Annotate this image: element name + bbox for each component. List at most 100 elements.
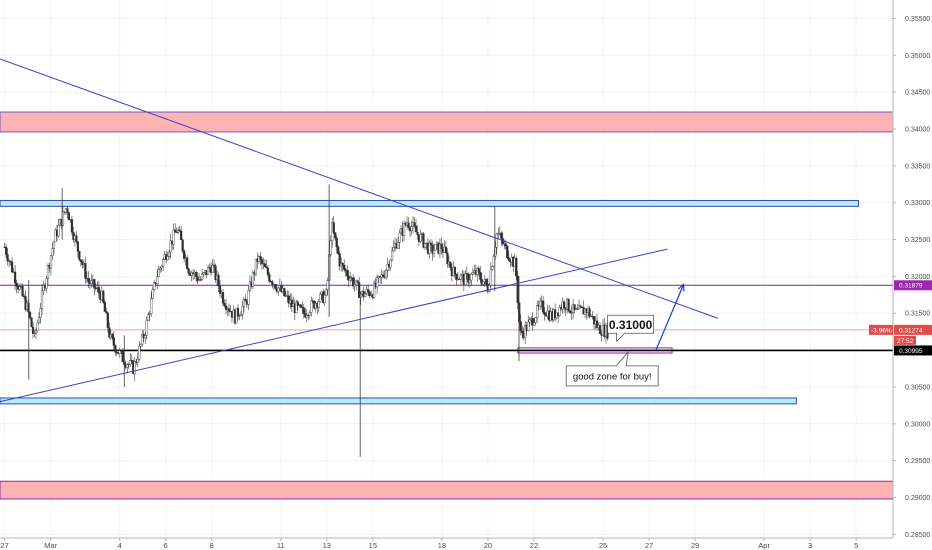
candle-body (78, 251, 81, 260)
candle (111, 332, 114, 341)
candle-body (521, 330, 524, 334)
candle-body (236, 307, 240, 317)
candle-body (168, 251, 171, 257)
candle (78, 250, 81, 262)
candle (390, 247, 394, 262)
candle (45, 275, 48, 294)
candle (335, 235, 338, 254)
candle-body (22, 295, 26, 297)
candle (153, 279, 156, 292)
candle (477, 265, 480, 277)
candle-body (573, 304, 576, 311)
candle-body (34, 330, 38, 334)
candle (147, 311, 150, 321)
candle-body (106, 312, 109, 328)
candle (254, 258, 258, 277)
candle (573, 304, 576, 314)
candle (416, 225, 419, 240)
candle-body (57, 225, 60, 237)
candle-body (160, 266, 163, 269)
x-tick-label: 27 (645, 541, 653, 550)
candle-body (326, 280, 329, 290)
candle-body (76, 241, 80, 252)
candle-body (274, 284, 277, 289)
candle (57, 219, 60, 238)
candle (431, 240, 434, 261)
candle (93, 278, 96, 296)
candle (79, 259, 82, 267)
candle-body (432, 250, 436, 254)
candle-body (208, 266, 211, 269)
candle-body (97, 287, 100, 294)
candle (358, 276, 361, 298)
candle-body (28, 311, 32, 319)
candle-body (579, 305, 582, 308)
candle (407, 217, 410, 230)
candle-body (455, 273, 458, 281)
candle-body (364, 293, 367, 298)
y-tick-label: 0.33000 (905, 200, 930, 207)
candle-body (202, 272, 205, 275)
candle-body (319, 293, 322, 303)
x-tick-label: 13 (323, 541, 331, 550)
candle (97, 280, 100, 299)
callout-bubble (565, 350, 659, 387)
candle-body (244, 298, 247, 302)
candle (268, 271, 271, 284)
candle (468, 273, 471, 288)
candle-body (79, 259, 82, 262)
candle (389, 258, 392, 271)
candle (470, 272, 473, 286)
y-tick-label: 0.35000 (905, 53, 930, 60)
y-tick-label: 0.30500 (905, 384, 930, 391)
candle-body (13, 271, 17, 284)
candle (118, 347, 121, 358)
red-zone-upper (0, 111, 894, 133)
candle (224, 298, 228, 315)
x-tick-label: 29 (691, 541, 699, 550)
y-tick-label: 0.28500 (905, 532, 930, 539)
candle-body (148, 313, 151, 315)
candle (114, 344, 117, 356)
candle-body (51, 248, 54, 256)
x-tick-label: 8 (210, 541, 214, 550)
candle (528, 317, 531, 327)
candle (539, 297, 542, 311)
candle-body (542, 300, 545, 313)
candle (302, 303, 305, 319)
candle (384, 268, 388, 280)
candle-body (539, 301, 542, 307)
candle-body (528, 319, 531, 323)
candle-body (147, 314, 150, 321)
candle (310, 296, 313, 317)
candle (346, 265, 349, 280)
candle-body (444, 246, 448, 253)
candle (588, 306, 591, 319)
candle (9, 260, 12, 266)
candle (239, 310, 243, 317)
candle (337, 244, 340, 255)
x-tick-label: 6 (164, 541, 168, 550)
candle (31, 321, 35, 339)
candle (429, 239, 433, 252)
x-tick-label: 3 (808, 541, 812, 550)
candle-body (317, 301, 320, 308)
descending-trendline (0, 58, 719, 319)
last-price-badge: 0.31274 (894, 324, 932, 335)
candle (381, 270, 385, 279)
candle (595, 313, 599, 331)
candle (471, 267, 474, 276)
candle-body (568, 310, 572, 313)
x-axis: 27 Mar 4 6 8 11 13 15 18 20 22 25 27 29 Apr 3 5 (0, 538, 858, 550)
candle-body (227, 308, 231, 312)
candle-body (335, 237, 338, 248)
candle (52, 240, 56, 255)
candle (323, 290, 326, 306)
candle (542, 296, 545, 315)
x-tick-label: 4 (118, 541, 122, 550)
candle (305, 309, 308, 323)
candle-body (534, 317, 537, 323)
candle-body (325, 289, 328, 296)
candle-body (156, 276, 159, 284)
